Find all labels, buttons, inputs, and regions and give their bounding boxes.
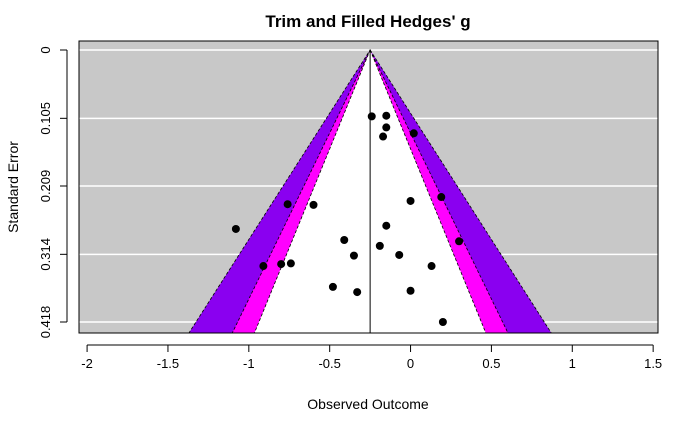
study-point-23 — [438, 318, 447, 326]
x-tick-label-0: -2 — [81, 356, 93, 371]
study-point-15 — [395, 250, 404, 259]
x-tick-label-6: 1 — [569, 356, 576, 371]
study-point-5 — [283, 200, 292, 209]
x-tick-label-2: -1 — [243, 356, 255, 371]
study-point-6 — [309, 200, 318, 209]
study-point-3 — [379, 132, 388, 141]
study-point-18 — [286, 259, 295, 268]
study-point-1 — [382, 111, 391, 120]
study-point-7 — [406, 196, 415, 205]
study-point-9 — [231, 224, 240, 233]
x-tick-label-7: 1.5 — [644, 356, 662, 371]
study-point-22 — [406, 286, 415, 295]
x-axis-label: Observed Outcome — [307, 396, 429, 412]
x-tick-label-5: 0.5 — [482, 356, 500, 371]
study-point-20 — [328, 282, 337, 291]
y-axis-label: Standard Error — [5, 141, 21, 233]
study-point-2 — [382, 123, 391, 132]
study-point-4 — [409, 129, 418, 138]
x-tick-label-4: 0 — [407, 356, 414, 371]
study-points — [231, 111, 464, 326]
chart-title: Trim and Filled Hedges' g — [265, 12, 470, 31]
x-axis: -2 -1.5 -1 -0.5 0 0.5 1 1.5 — [81, 344, 662, 371]
y-tick-label-0: 0 — [38, 46, 53, 53]
x-tick-label-3: -0.5 — [318, 356, 340, 371]
y-tick-label-2: 0.209 — [38, 170, 53, 203]
y-tick-label-1: 0.105 — [38, 102, 53, 135]
plot-frame — [78, 40, 659, 334]
study-point-14 — [349, 251, 358, 260]
x-tick-label-1: -1.5 — [157, 356, 179, 371]
study-point-8 — [437, 193, 446, 202]
study-point-17 — [277, 260, 286, 269]
study-point-10 — [382, 221, 391, 230]
study-point-21 — [353, 288, 362, 297]
study-point-12 — [455, 237, 464, 246]
y-tick-label-3: 0.314 — [38, 238, 53, 271]
study-point-19 — [427, 262, 436, 271]
y-axis: 0 0.105 0.209 0.314 0.418 — [38, 46, 68, 339]
study-point-11 — [340, 236, 349, 245]
study-point-16 — [259, 262, 268, 271]
study-point-13 — [375, 241, 384, 250]
study-point-0 — [367, 112, 376, 121]
y-tick-label-4: 0.418 — [38, 306, 53, 339]
